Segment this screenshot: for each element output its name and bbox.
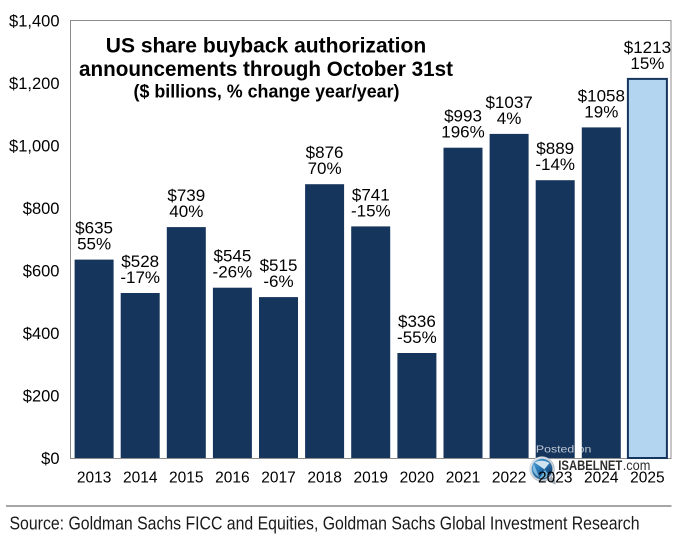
svg-text:2016: 2016 [215,470,250,487]
svg-text:$993: $993 [444,107,482,126]
svg-text:-14%: -14% [535,155,575,174]
svg-text:($ billions, % change year/yea: ($ billions, % change year/year) [134,82,400,102]
svg-text:-15%: -15% [351,201,391,220]
svg-text:$1,200: $1,200 [9,75,59,93]
svg-text:196%: 196% [441,123,484,142]
svg-text:$889: $889 [536,139,574,158]
svg-text:$528: $528 [121,252,159,271]
svg-text:2022: 2022 [492,470,527,487]
svg-text:Posted on: Posted on [536,443,592,455]
svg-text:-26%: -26% [213,263,253,282]
svg-text:15%: 15% [630,54,664,73]
svg-text:$515: $515 [260,256,298,275]
svg-text:-6%: -6% [263,272,293,291]
svg-text:2023: 2023 [538,470,573,487]
svg-text:2013: 2013 [77,470,112,487]
svg-text:2020: 2020 [400,470,435,487]
svg-text:ISABELNET: ISABELNET [558,457,622,473]
svg-text:2019: 2019 [354,470,389,487]
svg-text:$635: $635 [75,219,113,238]
svg-text:US share buyback authorization: US share buyback authorization [106,35,427,58]
svg-text:$336: $336 [398,312,436,331]
svg-text:2014: 2014 [123,470,158,487]
svg-text:2017: 2017 [261,470,296,487]
svg-text:$739: $739 [167,186,205,205]
svg-text:$1,000: $1,000 [9,138,59,156]
svg-text:2024: 2024 [584,470,619,487]
svg-text:-55%: -55% [397,328,437,347]
svg-text:$876: $876 [306,143,344,162]
svg-text:$1037: $1037 [485,93,532,112]
svg-text:$1,400: $1,400 [9,13,59,31]
svg-text:$545: $545 [213,247,251,266]
svg-text:2025: 2025 [630,470,665,487]
svg-text:2015: 2015 [169,470,204,487]
svg-text:$1213: $1213 [624,38,671,57]
svg-text:$400: $400 [23,325,60,343]
svg-text:19%: 19% [584,102,618,121]
svg-text:2018: 2018 [307,470,342,487]
svg-text:$200: $200 [23,388,60,406]
svg-text:$800: $800 [23,200,60,218]
svg-text:40%: 40% [169,202,203,221]
svg-text:$600: $600 [23,263,60,281]
svg-text:announcements through October: announcements through October 31st [79,58,453,81]
svg-text:70%: 70% [308,159,342,178]
svg-text:4%: 4% [497,109,522,128]
svg-text:$0: $0 [41,450,59,468]
svg-text:Source: Goldman Sachs FICC and: Source: Goldman Sachs FICC and Equities,… [10,514,640,534]
svg-text:$741: $741 [352,185,390,204]
svg-text:55%: 55% [77,235,111,254]
svg-text:-17%: -17% [120,268,160,287]
svg-text:2021: 2021 [446,470,481,487]
svg-text:.com: .com [623,457,651,473]
svg-text:$1058: $1058 [578,86,625,105]
